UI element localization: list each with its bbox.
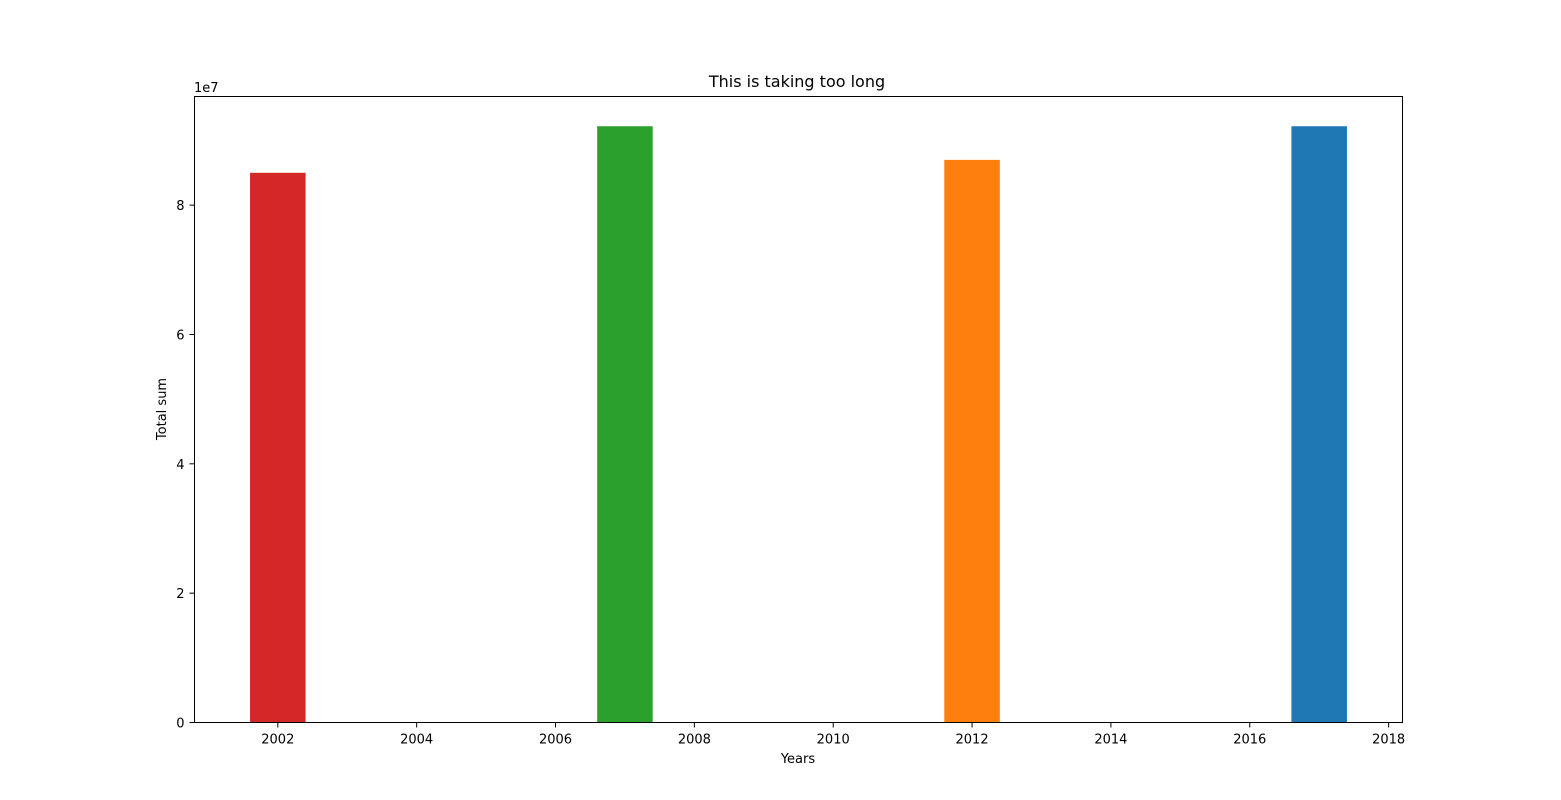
bar-2002 — [250, 172, 306, 723]
y-tick-label-4: 8 — [176, 199, 184, 214]
x-tick-label-2002: 2002 — [261, 733, 294, 748]
x-tick-label-2018: 2018 — [1372, 733, 1405, 748]
y-tick-label-2: 4 — [176, 458, 184, 473]
bars-layer — [250, 126, 1347, 723]
bar-2007 — [597, 126, 653, 723]
y-tick-label-1: 2 — [176, 587, 184, 602]
x-tick-label-2012: 2012 — [956, 733, 989, 748]
x-tick-label-2004: 2004 — [400, 733, 433, 748]
bar-2017 — [1291, 126, 1347, 723]
chart-title: This is taking too long — [708, 72, 885, 91]
x-axis-ticks: 2002 2004 2006 2008 2010 2012 2014 2016 2018 — [261, 722, 1405, 748]
x-axis-label: Years — [780, 752, 816, 767]
y-multiplier-label: 1e7 — [194, 81, 219, 96]
x-tick-label-2014: 2014 — [1094, 733, 1127, 748]
y-axis-label: Total sum — [155, 378, 170, 441]
x-tick-label-2010: 2010 — [817, 733, 850, 748]
y-axis-ticks: 0 2 4 6 8 — [176, 199, 195, 732]
x-tick-label-2016: 2016 — [1233, 733, 1266, 748]
bar-2012 — [944, 159, 1000, 723]
y-tick-label-0: 0 — [176, 717, 184, 732]
x-tick-label-2008: 2008 — [678, 733, 711, 748]
y-tick-label-3: 6 — [176, 328, 184, 343]
x-tick-label-2006: 2006 — [539, 733, 572, 748]
plot-frame — [194, 96, 1403, 723]
